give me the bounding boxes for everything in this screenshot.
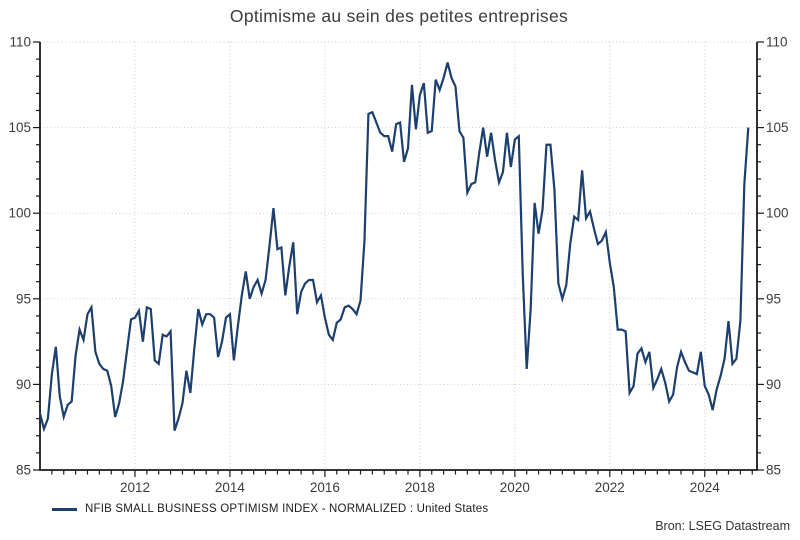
x-axis-tick-label: 2014	[215, 480, 246, 495]
x-axis-tick-label: 2024	[690, 480, 721, 495]
source-credit: Bron: LSEG Datastream	[655, 519, 790, 533]
y-axis-tick-label: 90	[16, 377, 31, 392]
y-axis-tick-label: 105	[766, 120, 789, 135]
x-axis-tick-label: 2012	[120, 480, 150, 495]
legend: NFIB SMALL BUSINESS OPTIMISM INDEX - NOR…	[52, 501, 488, 517]
x-axis-tick-label: 2016	[310, 480, 340, 495]
data-line	[38, 62, 750, 433]
chart-title: Optimisme au sein des petites entreprise…	[229, 6, 569, 26]
x-axis-tick-label: 2018	[405, 480, 435, 495]
legend-label: NFIB SMALL BUSINESS OPTIMISM INDEX - NOR…	[85, 503, 489, 515]
y-axis-tick-label: 95	[16, 291, 31, 306]
legend-line-swatch	[52, 507, 77, 511]
y-axis-tick-label: 110	[766, 35, 788, 50]
x-axis-tick-label: 2022	[595, 480, 625, 495]
y-axis-tick-label: 85	[16, 463, 31, 478]
y-axis-tick-label: 85	[766, 463, 781, 478]
y-axis-tick-label: 100	[8, 206, 31, 221]
x-axis-tick-label: 2020	[500, 480, 530, 495]
y-axis-tick-label: 105	[8, 120, 31, 135]
y-axis-tick-label: 100	[766, 206, 789, 221]
y-axis-tick-label: 90	[766, 377, 781, 392]
y-axis-tick-label: 95	[766, 291, 781, 306]
y-axis-tick-label: 110	[9, 35, 31, 50]
